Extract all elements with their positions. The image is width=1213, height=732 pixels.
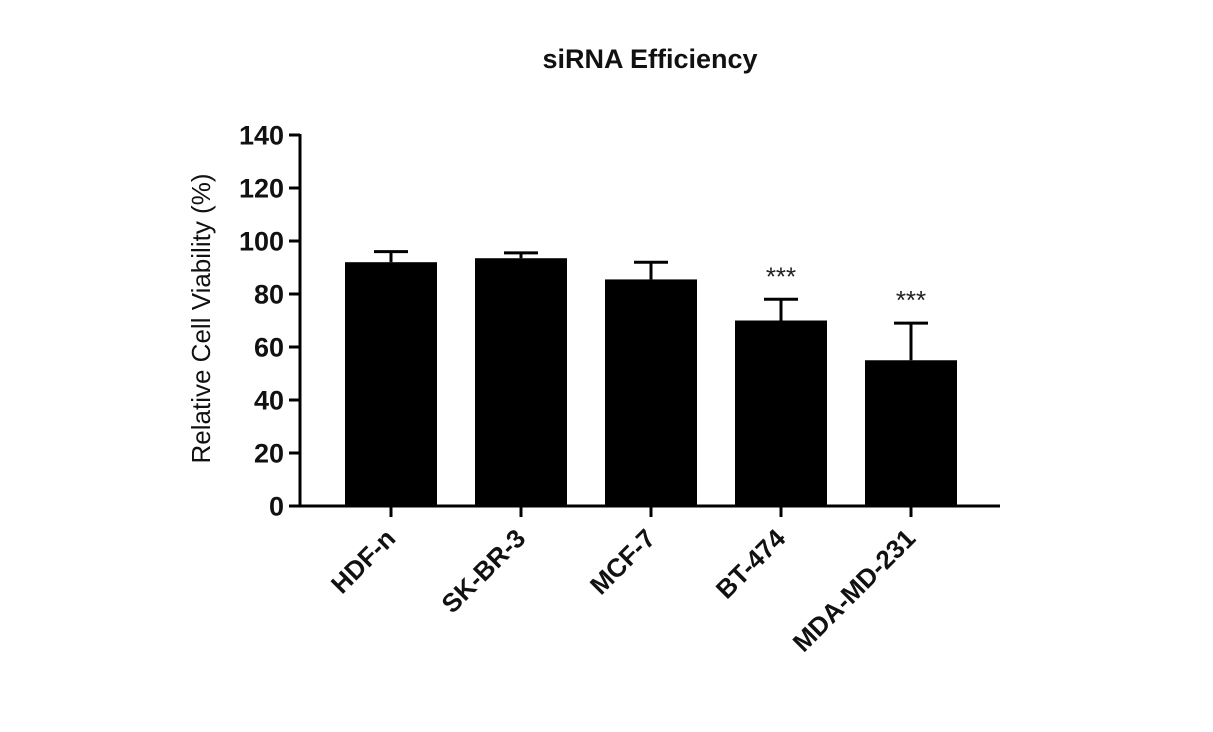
bar-hdf-n (345, 262, 437, 506)
y-tick-label: 0 (269, 492, 284, 522)
y-tick-label: 20 (254, 439, 284, 469)
y-tick-label: 140 (239, 121, 284, 151)
bar-mcf-7 (605, 279, 697, 506)
y-axis-label: Relative Cell Viability (%) (186, 174, 216, 464)
significance-label: *** (896, 285, 926, 315)
chart-title: siRNA Efficiency (542, 44, 758, 74)
y-tick-label: 40 (254, 386, 284, 416)
x-tick-label: SK-BR-3 (435, 523, 531, 619)
x-tick-label: MCF-7 (584, 523, 661, 600)
bar-sk-br-3 (475, 258, 567, 506)
x-tick-label: MDA-MD-231 (787, 523, 922, 658)
y-tick-label: 100 (239, 227, 284, 257)
y-tick-label: 60 (254, 333, 284, 363)
bar-mda-md-231 (865, 360, 957, 506)
bar-bt-474 (735, 320, 827, 506)
x-tick-label: HDF-n (325, 523, 401, 599)
x-tick-label: BT-474 (710, 523, 792, 605)
y-tick-label: 120 (239, 174, 284, 204)
significance-label: *** (766, 261, 796, 291)
y-tick-label: 80 (254, 280, 284, 310)
